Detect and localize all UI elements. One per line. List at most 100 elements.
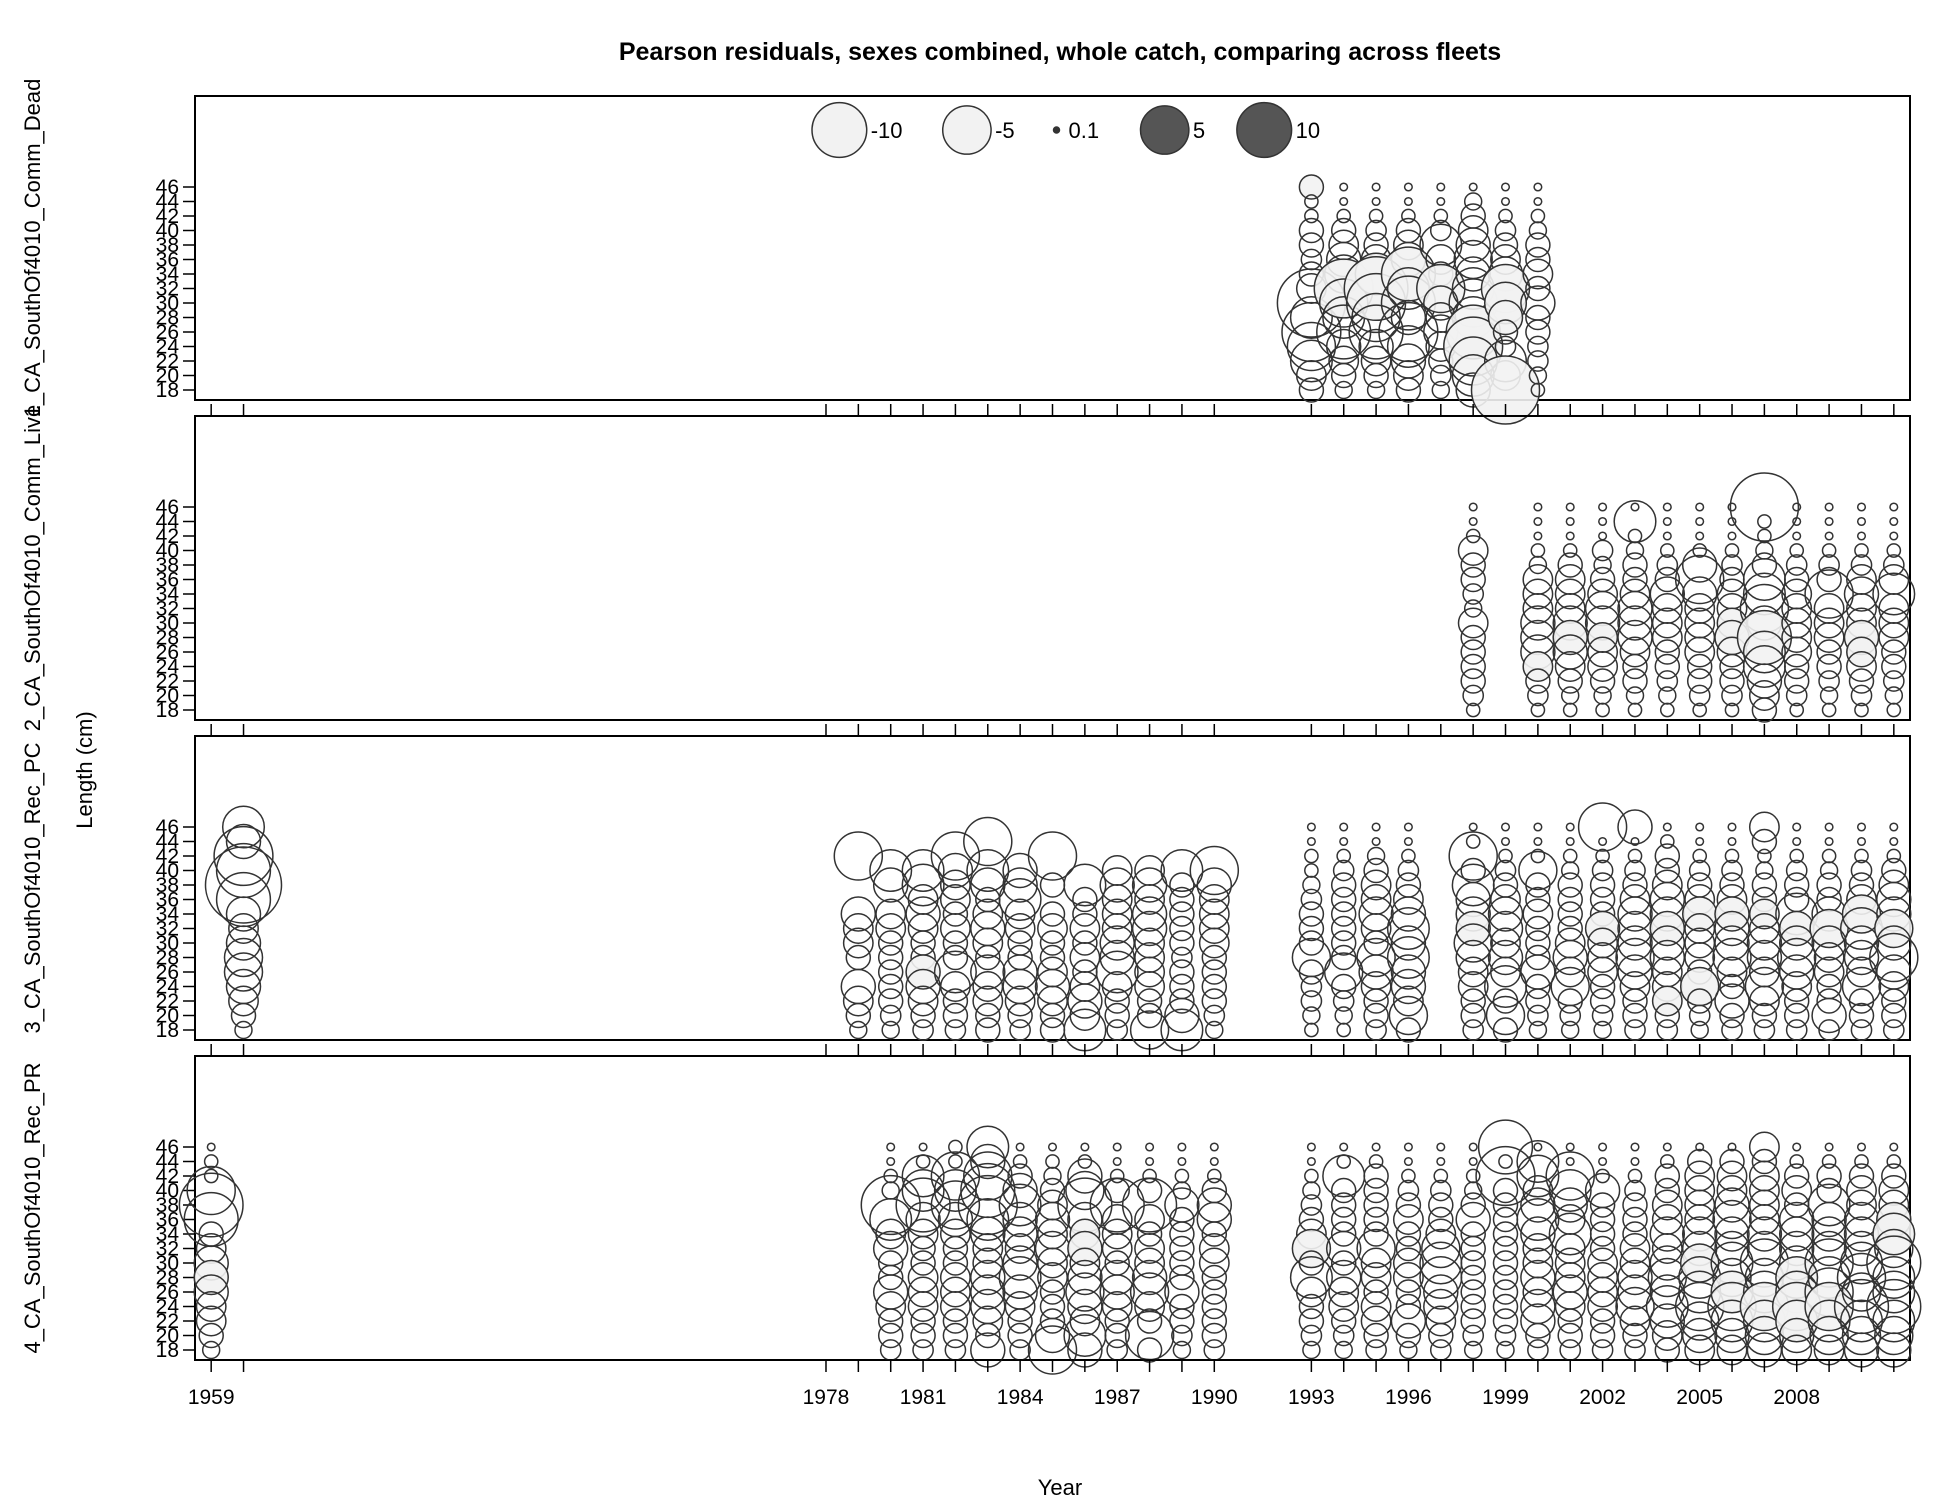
bubble — [1533, 502, 1543, 512]
bubble — [1598, 502, 1608, 512]
bubble — [1622, 668, 1648, 694]
bubble — [1134, 1247, 1166, 1279]
bubble — [972, 898, 1004, 930]
bubble — [942, 988, 969, 1014]
bubble — [1112, 1142, 1122, 1152]
bubble — [869, 1197, 913, 1242]
bubble — [975, 1002, 1001, 1029]
bubble — [1306, 1142, 1316, 1152]
bubble — [1552, 1187, 1588, 1223]
y-tick-label: 20 — [156, 1005, 179, 1028]
bubble — [1527, 684, 1549, 707]
bubble — [1746, 1230, 1783, 1267]
bubble — [1746, 1216, 1783, 1252]
bubble — [1089, 1177, 1145, 1233]
bubble — [1395, 1221, 1422, 1247]
bubble — [1889, 822, 1899, 832]
bubble — [1498, 208, 1513, 224]
bubble — [933, 1168, 977, 1213]
bubble — [1395, 377, 1422, 403]
bubble — [1124, 1310, 1175, 1361]
bubble — [1201, 1279, 1228, 1305]
bubble — [1619, 1233, 1651, 1264]
bubble — [1002, 1172, 1038, 1209]
bubble — [1781, 636, 1813, 668]
bubble — [1363, 857, 1389, 884]
bubble — [1848, 988, 1875, 1014]
bubble — [1824, 822, 1834, 832]
bubble — [1727, 822, 1737, 832]
bubble — [1533, 516, 1543, 527]
bubble — [1395, 1235, 1422, 1262]
bubble — [1494, 1324, 1517, 1347]
bubble — [1589, 1322, 1616, 1349]
bubble — [1169, 1221, 1195, 1247]
bubble — [1695, 822, 1705, 832]
bubble — [1811, 1216, 1847, 1252]
x-tick-label: 2008 — [1773, 1386, 1820, 1409]
bubble — [1527, 1004, 1549, 1027]
bubble — [1300, 975, 1323, 998]
bubble — [1397, 859, 1420, 882]
bubble — [1395, 1293, 1422, 1320]
bubble — [1724, 543, 1740, 558]
bubble — [1729, 472, 1800, 542]
bubble — [1557, 988, 1583, 1014]
bubble — [1525, 275, 1551, 302]
bubble — [875, 913, 907, 944]
bubble — [1104, 1322, 1130, 1349]
y-tick-label: 34 — [156, 903, 180, 926]
y-tick-label: 42 — [156, 205, 179, 228]
bubble — [1198, 913, 1230, 944]
bubble — [1560, 686, 1580, 705]
bubble — [877, 1308, 904, 1334]
bubble — [1662, 516, 1672, 527]
bubble — [1716, 956, 1748, 988]
bubble — [1753, 1019, 1776, 1041]
bubble — [186, 1165, 236, 1216]
bubble — [1460, 1235, 1486, 1262]
bubble — [1727, 836, 1737, 847]
bubble — [1330, 1221, 1357, 1247]
bubble — [1457, 215, 1489, 246]
bubble — [1403, 182, 1413, 192]
bubble — [1804, 569, 1854, 619]
y-tick-label: 20 — [156, 1325, 179, 1348]
bubble — [1302, 1181, 1321, 1200]
bubble — [1433, 208, 1449, 224]
bubble — [1425, 1305, 1457, 1337]
bubble — [1298, 1308, 1325, 1334]
bubble — [1298, 915, 1325, 942]
bubble — [1554, 927, 1586, 959]
bubble — [1487, 939, 1524, 976]
bubble — [1656, 554, 1679, 576]
bubble — [1356, 1228, 1396, 1269]
bubble — [1593, 686, 1612, 705]
bubble — [1785, 554, 1808, 576]
bubble — [1679, 1301, 1720, 1341]
bubble — [1101, 1233, 1133, 1264]
bubble — [1843, 939, 1880, 976]
bubble — [1622, 653, 1648, 680]
bubble — [1654, 566, 1681, 593]
bubble — [1203, 1339, 1226, 1361]
legend-bubble — [811, 101, 868, 159]
bubble — [907, 985, 939, 1017]
bubble — [1591, 859, 1614, 882]
bubble — [1850, 554, 1873, 576]
bubble — [1460, 1002, 1486, 1029]
bubble — [1145, 1156, 1155, 1167]
bubble — [1460, 1264, 1486, 1291]
bubble — [1201, 1293, 1228, 1320]
bubble — [1101, 971, 1133, 1002]
bubble — [1625, 541, 1645, 560]
bubble — [1433, 1168, 1449, 1184]
bubble — [1565, 516, 1575, 527]
bubble — [942, 901, 969, 927]
bubble — [1783, 1002, 1810, 1029]
bubble — [1876, 925, 1912, 961]
bubble — [972, 1305, 1004, 1337]
bubble — [1069, 1247, 1101, 1279]
bubble — [1201, 944, 1228, 971]
bubble — [1291, 1228, 1332, 1269]
